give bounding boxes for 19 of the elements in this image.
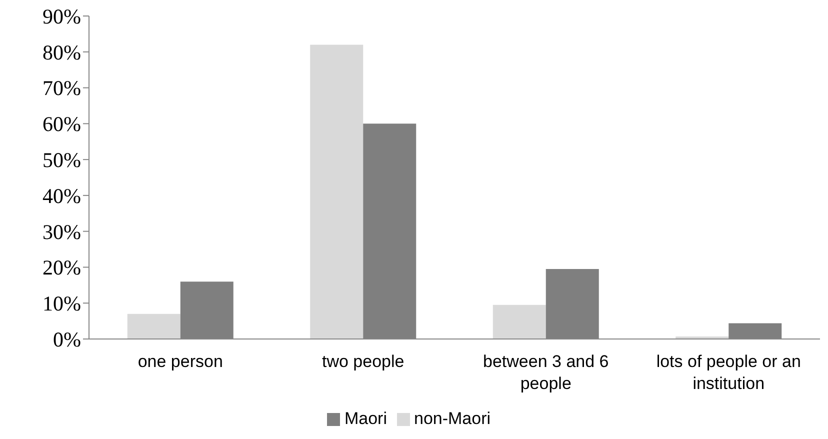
y-tick-label: 80%	[42, 40, 81, 64]
y-tick-label: 60%	[42, 112, 81, 136]
x-tick-label: two people	[322, 352, 404, 371]
y-tick-label: 20%	[42, 256, 81, 280]
bar	[310, 44, 364, 339]
x-tick-label: between 3 and 6 people	[483, 352, 609, 393]
bar	[492, 304, 546, 339]
legend-label: non-Maori	[414, 409, 491, 428]
y-tick-label: 90%	[42, 4, 81, 28]
x-tick-label: lots of people or an institution	[656, 352, 801, 393]
y-tick-label: 0%	[53, 327, 81, 352]
y-tick-label: 10%	[42, 292, 81, 316]
bar	[127, 314, 180, 339]
y-tick-label: 50%	[42, 148, 81, 172]
y-tick-label: 40%	[42, 184, 81, 208]
legend-label: Maori	[344, 409, 387, 428]
y-tick-label: 30%	[42, 220, 81, 244]
y-tick-label: 70%	[42, 76, 81, 100]
x-tick-label: one person	[138, 352, 223, 371]
